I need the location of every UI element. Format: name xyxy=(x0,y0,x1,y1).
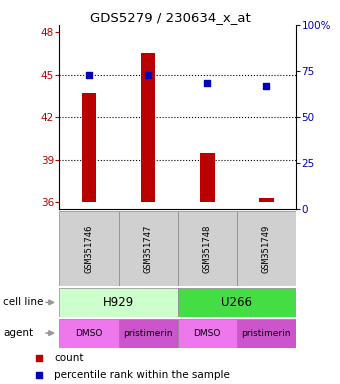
Bar xyxy=(119,211,177,286)
Text: GSM351746: GSM351746 xyxy=(85,225,94,273)
Bar xyxy=(59,319,119,348)
Text: GDS5279 / 230634_x_at: GDS5279 / 230634_x_at xyxy=(90,11,250,24)
Point xyxy=(36,354,42,361)
Text: pristimerin: pristimerin xyxy=(241,329,291,338)
Text: count: count xyxy=(54,353,84,362)
Text: GSM351748: GSM351748 xyxy=(203,225,212,273)
Text: H929: H929 xyxy=(103,296,134,309)
Bar xyxy=(119,319,177,348)
Text: U266: U266 xyxy=(221,296,252,309)
Bar xyxy=(177,288,296,317)
Bar xyxy=(177,211,237,286)
Bar xyxy=(259,198,274,202)
Point xyxy=(146,71,151,78)
Bar xyxy=(59,288,177,317)
Text: percentile rank within the sample: percentile rank within the sample xyxy=(54,370,230,380)
Text: DMSO: DMSO xyxy=(193,329,221,338)
Bar xyxy=(237,319,296,348)
Point xyxy=(264,83,269,89)
Text: agent: agent xyxy=(3,328,34,338)
Bar xyxy=(237,211,296,286)
Bar xyxy=(177,319,237,348)
Bar xyxy=(200,152,215,202)
Point xyxy=(86,71,92,78)
Bar xyxy=(141,53,155,202)
Text: pristimerin: pristimerin xyxy=(123,329,173,338)
Text: cell line: cell line xyxy=(3,297,44,308)
Text: DMSO: DMSO xyxy=(75,329,103,338)
Bar xyxy=(82,93,97,202)
Text: GSM351747: GSM351747 xyxy=(143,225,153,273)
Point xyxy=(204,80,210,86)
Text: GSM351749: GSM351749 xyxy=(262,225,271,273)
Point xyxy=(36,372,42,378)
Bar xyxy=(59,211,119,286)
